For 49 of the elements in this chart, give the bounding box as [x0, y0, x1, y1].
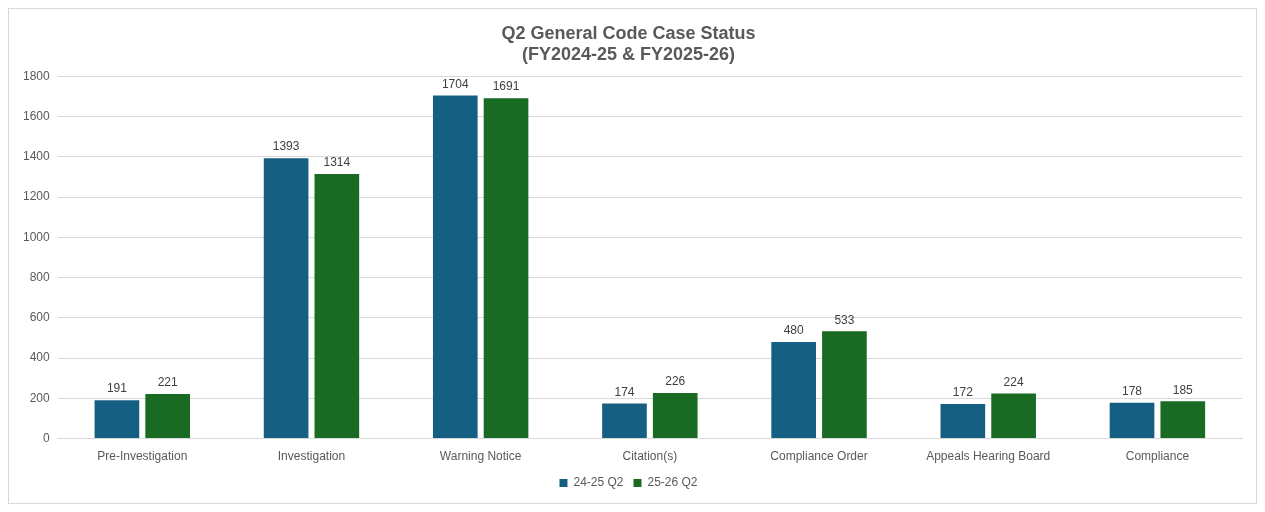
bar	[771, 341, 816, 439]
data-label: 174	[614, 384, 635, 399]
data-label: 533	[834, 312, 855, 327]
data-label: 221	[157, 375, 178, 390]
x-tick-label: Warning Notice	[439, 449, 522, 464]
legend-label: 24-25 Q2	[573, 475, 624, 490]
bar	[314, 174, 360, 439]
bar	[1109, 402, 1155, 439]
data-label: 172	[952, 385, 974, 400]
data-label: 224	[1003, 374, 1024, 389]
bar	[263, 158, 309, 439]
y-tick-label: 1000	[22, 229, 51, 244]
y-tick-label: 1400	[22, 149, 51, 164]
data-label: 191	[106, 381, 128, 396]
data-label: 1314	[323, 155, 351, 170]
data-label: 1704	[441, 76, 469, 91]
data-label: 185	[1172, 382, 1194, 397]
bar	[432, 95, 478, 439]
data-label: 1393	[272, 139, 300, 154]
data-label: 178	[1122, 384, 1143, 399]
y-tick-label: 0	[43, 430, 51, 445]
legend-label: 25-26 Q2	[647, 475, 698, 490]
data-label: 1691	[492, 79, 520, 94]
y-tick-label: 1800	[22, 68, 51, 83]
bar	[652, 393, 698, 439]
data-label: 480	[783, 323, 804, 338]
x-tick-label: Investigation	[277, 449, 346, 464]
bar	[991, 393, 1036, 439]
y-tick-label: 800	[29, 269, 51, 284]
x-tick-label: Pre-Investigation	[97, 449, 188, 464]
bar	[602, 403, 647, 439]
bar	[1160, 401, 1206, 439]
x-tick-label: Compliance	[1125, 449, 1190, 464]
y-tick-label: 400	[29, 350, 51, 365]
x-tick-label: Appeals Hearing Board	[926, 449, 1051, 464]
x-tick-label: Compliance Order	[770, 449, 868, 464]
bar	[483, 98, 529, 439]
bar	[94, 400, 140, 439]
data-label: 226	[665, 374, 686, 389]
bar	[940, 403, 986, 439]
y-tick-label: 1600	[22, 108, 51, 123]
bar	[145, 394, 190, 439]
y-tick-label: 200	[29, 390, 51, 405]
y-tick-label: 600	[29, 310, 51, 325]
y-tick-label: 1200	[22, 189, 51, 204]
text: Q2 General Code Case Status	[501, 22, 756, 43]
text: (FY2024-25 & FY2025-26)	[521, 44, 736, 65]
bar	[822, 331, 867, 439]
x-tick-label: Citation(s)	[622, 449, 678, 464]
